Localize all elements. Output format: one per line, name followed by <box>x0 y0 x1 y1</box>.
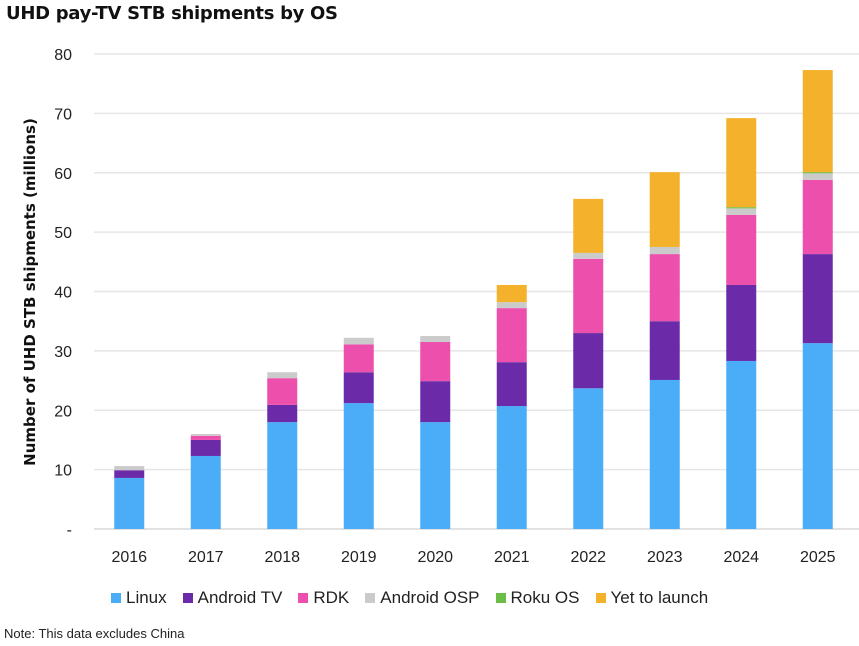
bar-segment-android-osp-2016 <box>114 466 145 471</box>
legend-label: Android OSP <box>380 588 480 607</box>
bar-segment-android-osp-2020 <box>420 336 451 342</box>
y-tick-label: 50 <box>54 225 72 242</box>
bar-segment-rdk-2018 <box>267 378 298 405</box>
bar-segment-android-tv-2019 <box>343 372 374 404</box>
legend-swatch <box>298 593 309 603</box>
y-tick-label: - <box>67 522 72 539</box>
x-axis-ticks: 2016 2017 2018 2019 2020 2021 2022 2023 2024 2025 <box>111 549 835 566</box>
bar-segment-android-osp-2022 <box>573 252 604 259</box>
bar-segment-android-tv-2020 <box>420 381 451 423</box>
legend-swatch <box>182 593 193 603</box>
x-tick-label: 2021 <box>494 549 530 566</box>
legend-label: Android TV <box>197 588 283 607</box>
bar-segment-rdk-2017 <box>190 435 221 440</box>
legend-item-roku-os: Roku OS <box>495 588 580 608</box>
bar-segment-linux-2018 <box>267 422 298 529</box>
x-tick-label: 2019 <box>341 549 377 566</box>
bar-segment-yet-to-launch-2022 <box>573 198 604 253</box>
bar-segment-linux-2022 <box>573 388 604 529</box>
bar-segment-android-tv-2017 <box>190 439 221 456</box>
bar-segment-rdk-2020 <box>420 341 451 382</box>
bar-segment-android-tv-2021 <box>496 362 527 407</box>
bar-segment-android-osp-2023 <box>649 246 680 255</box>
bar-segment-linux-2025 <box>802 343 833 529</box>
legend-label: Roku OS <box>510 588 580 607</box>
bar-segment-android-tv-2025 <box>802 254 833 344</box>
bar-segment-linux-2020 <box>420 422 451 529</box>
x-tick-label: 2018 <box>264 549 300 566</box>
bar-segment-linux-2021 <box>496 406 527 529</box>
bar-segment-android-osp-2024 <box>726 208 757 215</box>
bars <box>114 70 833 529</box>
bar-segment-rdk-2023 <box>649 254 680 322</box>
bar-segment-android-osp-2017 <box>190 434 221 436</box>
legend-swatch <box>595 593 606 603</box>
bar-segment-android-tv-2022 <box>573 333 604 389</box>
legend-item-android-tv: Android TV <box>182 588 283 608</box>
x-tick-label: 2024 <box>723 549 759 566</box>
bar-segment-android-osp-2019 <box>343 337 374 345</box>
x-tick-label: 2017 <box>188 549 224 566</box>
bar-segment-linux-2017 <box>190 455 221 529</box>
x-tick-label: 2023 <box>647 549 683 566</box>
bar-segment-android-tv-2018 <box>267 404 298 423</box>
legend-item-rdk: RDK <box>298 588 349 608</box>
y-tick-label: 80 <box>54 47 72 64</box>
y-tick-label: 60 <box>54 166 72 183</box>
bar-segment-android-tv-2024 <box>726 284 757 361</box>
bar-segment-yet-to-launch-2023 <box>649 172 680 247</box>
bar-segment-yet-to-launch-2021 <box>496 284 527 303</box>
legend-swatch <box>495 593 506 603</box>
legend-label: RDK <box>313 588 350 607</box>
bar-segment-roku-os-2024 <box>726 207 757 209</box>
legend-swatch <box>365 593 376 603</box>
footnote: Note: This data excludes China <box>4 626 185 641</box>
bar-segment-yet-to-launch-2025 <box>802 70 833 173</box>
bar-segment-rdk-2021 <box>496 308 527 363</box>
chart-title: UHD pay-TV STB shipments by OS <box>6 3 338 24</box>
x-tick-label: 2025 <box>800 549 836 566</box>
bar-segment-linux-2016 <box>114 477 145 529</box>
bar-segment-android-tv-2023 <box>649 321 680 380</box>
legend-item-linux: Linux <box>111 588 167 608</box>
bar-segment-roku-os-2025 <box>802 172 833 174</box>
legend-swatch <box>111 593 121 603</box>
bar-segment-yet-to-launch-2024 <box>726 118 757 208</box>
y-tick-label: 40 <box>54 285 72 302</box>
legend-label: Linux <box>126 588 167 607</box>
bar-segment-android-osp-2025 <box>802 173 833 180</box>
bar-segment-android-osp-2021 <box>496 302 527 309</box>
x-tick-label: 2016 <box>111 549 147 566</box>
x-tick-label: 2022 <box>570 549 606 566</box>
bar-segment-android-osp-2018 <box>267 372 298 379</box>
y-tick-label: 20 <box>54 403 72 420</box>
bar-segment-rdk-2022 <box>573 258 604 334</box>
y-tick-label: 70 <box>54 106 72 123</box>
bar-segment-linux-2023 <box>649 379 680 529</box>
legend-label: Yet to launch <box>610 588 709 607</box>
legend-item-yet-to-launch: Yet to launch <box>595 588 709 608</box>
y-tick-label: 30 <box>54 344 72 361</box>
bar-segment-android-tv-2016 <box>114 470 145 478</box>
y-tick-label: 10 <box>54 463 72 480</box>
bar-segment-rdk-2019 <box>343 344 374 373</box>
y-axis-label: Number of UHD STB shipments (millions) <box>21 118 39 466</box>
legend: Linux Android TV RDK Android OSP Roku OS Yet … <box>111 588 724 608</box>
bar-segment-linux-2019 <box>343 403 374 529</box>
x-tick-label: 2020 <box>417 549 453 566</box>
y-axis-ticks: - 10 20 30 40 50 60 70 80 <box>54 47 72 539</box>
bar-segment-linux-2024 <box>726 360 757 529</box>
bar-segment-rdk-2024 <box>726 214 757 285</box>
legend-item-android-osp: Android OSP <box>365 588 480 608</box>
bar-segment-rdk-2025 <box>802 179 833 255</box>
